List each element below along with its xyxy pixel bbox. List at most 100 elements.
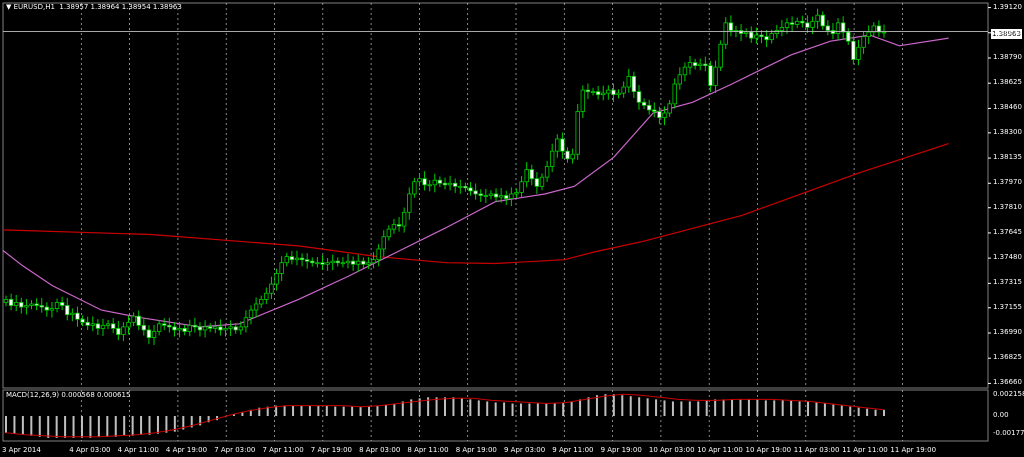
candle-body: [478, 193, 483, 196]
macd-histogram-bar: [494, 402, 497, 417]
macd-histogram-bar: [351, 406, 354, 417]
price-tick-label: 1.36825: [993, 353, 1022, 362]
candle-body: [738, 30, 744, 34]
candle-body: [743, 31, 749, 34]
macd-histogram-bar: [536, 403, 539, 417]
time-tick-label: 7 Apr 19:00: [310, 446, 352, 454]
price-tick-label: 1.37970: [993, 178, 1022, 187]
macd-histogram-bar: [190, 416, 193, 428]
macd-histogram-bar: [849, 406, 852, 417]
candle-body: [304, 259, 310, 262]
candle-body: [437, 179, 443, 184]
macd-histogram-bar: [342, 406, 345, 417]
time-tick-label: 9 Apr 19:00: [600, 446, 642, 454]
candle-body: [856, 46, 861, 60]
macd-histogram-bar: [266, 406, 269, 417]
candle-body: [529, 169, 534, 180]
macd-histogram-bar: [308, 405, 311, 417]
macd-histogram-bar: [731, 399, 734, 417]
macd-histogram-bar: [722, 399, 725, 417]
macd-histogram-bar: [874, 409, 877, 417]
macd-histogram-bar: [773, 400, 776, 417]
candle-body: [401, 211, 407, 227]
candle-body: [330, 260, 335, 264]
candle-body: [345, 260, 351, 264]
macd-histogram-bar: [275, 405, 278, 417]
macd-histogram-bar: [545, 403, 548, 417]
time-tick-label: 7 Apr 03:00: [214, 446, 256, 454]
candle-body: [631, 75, 637, 93]
price-tick-label: 1.36990: [993, 328, 1022, 336]
candle-body: [442, 182, 448, 186]
macd-histogram-bar: [680, 401, 683, 417]
macd-tick-label: 0.0021585: [993, 390, 1024, 398]
macd-histogram-bar: [477, 400, 480, 417]
candle-body: [672, 83, 677, 105]
candle-body: [361, 260, 366, 265]
macd-histogram-bar: [165, 416, 168, 433]
macd-histogram-bar: [714, 399, 717, 417]
price-tick-label: 1.38135: [993, 153, 1022, 162]
time-tick-label: 8 Apr 03:00: [359, 446, 401, 454]
time-tick-label: 4 Apr 11:00: [117, 446, 159, 454]
macd-histogram-bar: [97, 416, 100, 437]
candle-body: [595, 91, 601, 96]
candle-body: [555, 138, 560, 152]
candle-body: [422, 178, 427, 186]
time-tick-label: 8 Apr 11:00: [407, 446, 449, 454]
candle-body: [534, 178, 540, 187]
macd-histogram-bar: [89, 416, 92, 438]
candle-body: [549, 150, 555, 167]
time-tick-label: 9 Apr 03:00: [504, 446, 546, 454]
candle-body: [621, 86, 626, 94]
macd-histogram-bar: [368, 406, 371, 417]
candle-body: [580, 89, 586, 112]
macd-histogram-bar: [140, 416, 143, 435]
macd-histogram-bar: [173, 416, 176, 432]
candle-body: [846, 31, 851, 42]
macd-histogram-bar: [30, 416, 33, 436]
candle-body: [391, 224, 397, 230]
macd-histogram-bar: [241, 411, 244, 417]
macd-histogram-bar: [249, 409, 252, 417]
time-tick-label: 11 Apr 03:00: [793, 446, 840, 454]
macd-histogram-bar: [486, 401, 489, 417]
candle-body: [376, 248, 381, 261]
time-tick-label: 10 Apr 11:00: [697, 446, 743, 454]
macd-histogram-bar: [469, 399, 472, 417]
candle-body: [151, 331, 157, 338]
macd-histogram-bar: [815, 402, 818, 417]
macd-histogram-bar: [528, 403, 531, 417]
candle-body: [371, 259, 376, 264]
candle-body: [779, 27, 785, 31]
candle-body: [524, 169, 529, 183]
candle-body: [881, 31, 887, 34]
candle-body: [851, 40, 856, 60]
candle-body: [427, 184, 432, 187]
candle-body: [70, 312, 75, 316]
macd-histogram-bar: [64, 416, 67, 438]
candle-body: [539, 176, 545, 187]
candle-body: [590, 91, 596, 94]
candle-body: [840, 22, 846, 33]
candle-body: [754, 34, 759, 39]
macd-histogram-bar: [460, 398, 463, 417]
candle-body: [131, 315, 136, 323]
macd-histogram-bar: [832, 404, 835, 417]
candle-body: [652, 109, 657, 112]
candle-body: [835, 22, 841, 34]
time-tick-label: 8 Apr 19:00: [455, 446, 497, 454]
macd-histogram-bar: [418, 398, 421, 417]
candle-body: [253, 303, 259, 311]
price-tick-label: 1.39120: [993, 2, 1022, 11]
macd-histogram-bar: [452, 397, 455, 417]
price-tick-label: 1.38625: [993, 78, 1022, 87]
macd-histogram-bar: [790, 400, 793, 417]
current-price-label: 1.38963: [991, 29, 1022, 39]
macd-signal-line: [5, 393, 885, 438]
macd-histogram-bar: [663, 400, 666, 417]
macd-histogram-bar: [47, 416, 50, 438]
candle-body: [667, 103, 672, 114]
price-tick-label: 1.37645: [993, 227, 1022, 236]
